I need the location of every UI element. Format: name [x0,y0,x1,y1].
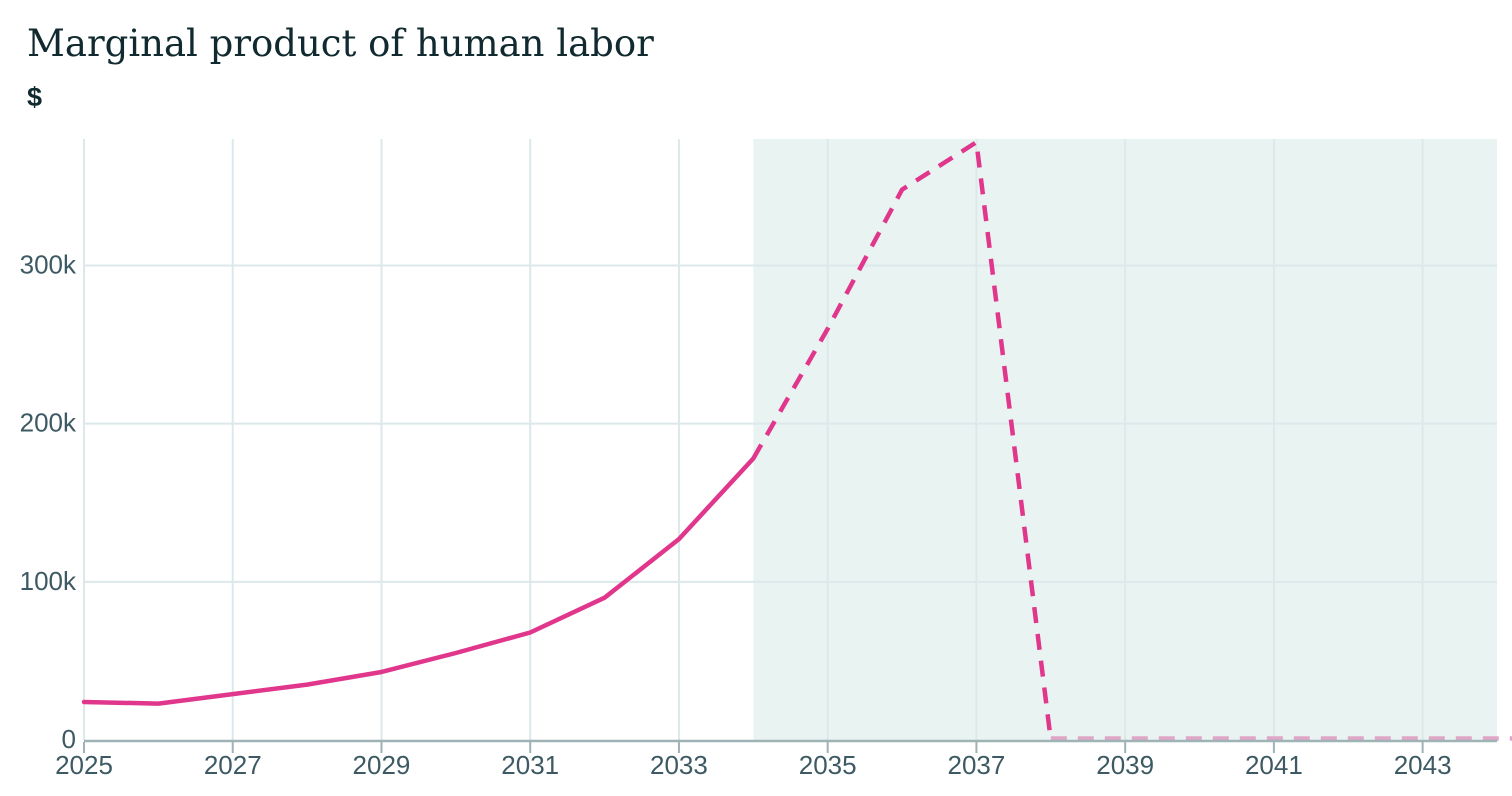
x-axis-label: 2043 [1394,750,1452,780]
y-axis-label: 0 [62,724,76,754]
x-axis-label: 2037 [947,750,1005,780]
y-axis-labels: 0 100k 200k 300k [20,250,77,754]
y-axis-label: 200k [20,408,77,438]
y-axis-label: 300k [20,250,77,280]
series-line-observed-solid [81,456,756,706]
x-axis-label: 2041 [1245,750,1303,780]
x-axis-label: 2039 [1096,750,1154,780]
x-axis-label: 2033 [650,750,708,780]
grid-lines [83,139,1497,740]
y-axis-unit-label: $ [27,82,43,112]
chart-title: Marginal product of human labor [27,22,654,65]
x-axis-label: 2027 [204,750,262,780]
series-line-forecast-dashed [751,139,1054,741]
y-axis-label: 100k [20,566,77,596]
x-axis-label: 2035 [799,750,857,780]
x-axis-label: 2031 [501,750,559,780]
x-axis-label: 2029 [353,750,411,780]
x-axis-labels: 2025 2027 2029 2031 2033 2035 2037 2039 2041 2043 [55,750,1451,780]
x-axis-tick-marks [83,742,1424,753]
x-axis-label: 2025 [55,750,113,780]
